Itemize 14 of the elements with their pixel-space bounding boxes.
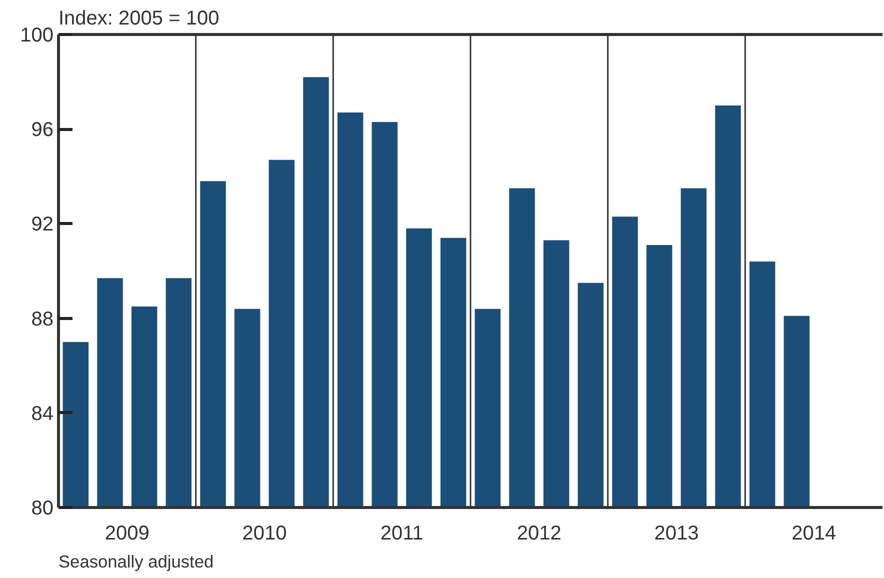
y-tick-label: 84 [31,402,54,425]
x-tick-label: 2009 [104,522,150,544]
x-tick-label: 2010 [242,522,287,544]
y-tick-label: 100 [20,24,54,46]
y-axis-title: Index: 2005 = 100 [58,8,220,30]
text: Seasonally adjusted [58,552,214,572]
y-tick-label: 92 [31,214,54,236]
x-tick-label: 2011 [380,522,424,544]
y-tick-label: 88 [31,308,54,330]
x-tick-label: 2013 [654,522,699,544]
x-tick-label: 2012 [516,522,562,544]
x-tick-label: 2014 [792,522,836,544]
y-tick-label: 80 [31,498,54,520]
y-tick-label: 96 [31,119,54,142]
